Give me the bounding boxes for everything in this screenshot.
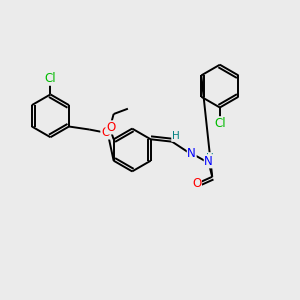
Text: O: O	[192, 177, 201, 190]
Text: N: N	[204, 155, 213, 168]
Text: O: O	[106, 121, 115, 134]
Text: H: H	[206, 153, 214, 163]
Text: H: H	[172, 131, 179, 141]
Text: Cl: Cl	[214, 117, 226, 130]
Text: Cl: Cl	[45, 72, 56, 85]
Text: O: O	[101, 126, 110, 139]
Text: N: N	[187, 147, 196, 160]
